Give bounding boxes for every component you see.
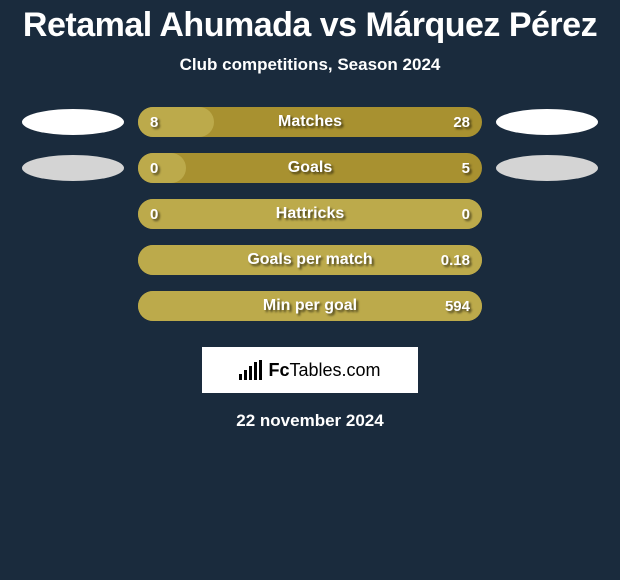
player-left-ellipse: [22, 109, 124, 135]
page-title: Retamal Ahumada vs Márquez Pérez: [0, 6, 620, 45]
stat-label: Goals: [288, 159, 332, 177]
stat-value-right: 0: [462, 206, 470, 223]
stat-row: Min per goal 594: [0, 283, 620, 329]
stat-value-left: 0: [150, 160, 158, 177]
stat-value-right: 28: [453, 114, 470, 131]
stat-row: 8 Matches 28: [0, 99, 620, 145]
logo-bars-icon: [239, 360, 262, 380]
stat-value-right: 0.18: [441, 252, 470, 269]
left-indicator-col: [8, 109, 138, 135]
player-left-ellipse: [22, 155, 124, 181]
stat-bar: Min per goal 594: [138, 291, 482, 321]
stat-value-right: 594: [445, 298, 470, 315]
stat-value-right: 5: [462, 160, 470, 177]
stat-bar-fill: [138, 153, 186, 183]
stat-value-left: 0: [150, 206, 158, 223]
stat-row: Goals per match 0.18: [0, 237, 620, 283]
subtitle: Club competitions, Season 2024: [0, 55, 620, 75]
left-indicator-col: [8, 155, 138, 181]
fctables-logo: FcTables.com: [202, 347, 418, 393]
stat-bar: 0 Goals 5: [138, 153, 482, 183]
stat-label: Goals per match: [247, 251, 372, 269]
player-right-ellipse: [496, 155, 598, 181]
date-label: 22 november 2024: [0, 411, 620, 431]
right-indicator-col: [482, 155, 612, 181]
stat-bar: 0 Hattricks 0: [138, 199, 482, 229]
logo-text: FcTables.com: [268, 360, 380, 381]
stat-row: 0 Hattricks 0: [0, 191, 620, 237]
stat-row: 0 Goals 5: [0, 145, 620, 191]
stat-value-left: 8: [150, 114, 158, 131]
comparison-card: Retamal Ahumada vs Márquez Pérez Club co…: [0, 0, 620, 431]
stat-label: Matches: [278, 113, 342, 131]
player-right-ellipse: [496, 109, 598, 135]
stat-bar: Goals per match 0.18: [138, 245, 482, 275]
stat-label: Hattricks: [276, 205, 344, 223]
stat-bar: 8 Matches 28: [138, 107, 482, 137]
right-indicator-col: [482, 109, 612, 135]
comparison-chart: 8 Matches 28 0 Goals 5 0 Hattricks 0 Goals per ma…: [0, 99, 620, 329]
stat-label: Min per goal: [263, 297, 357, 315]
